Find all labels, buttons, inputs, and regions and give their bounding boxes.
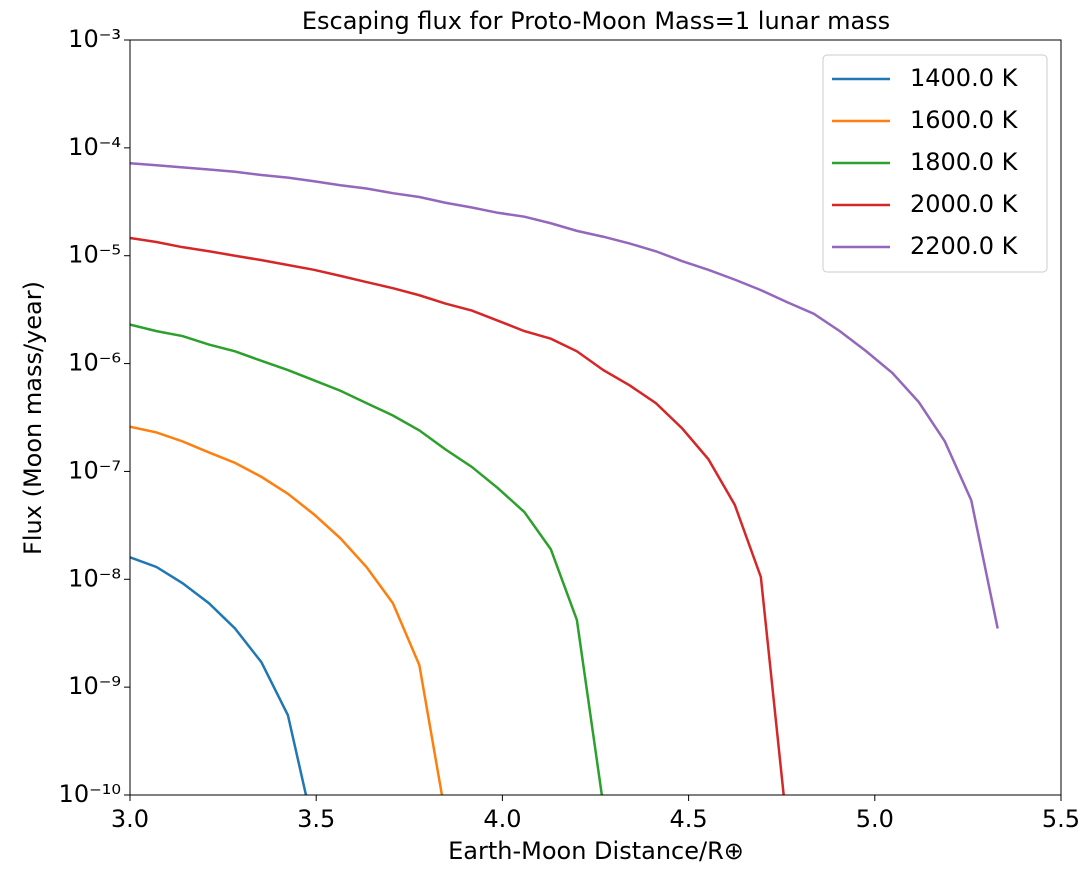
x-axis-label: Earth-Moon Distance/R⊕: [448, 837, 744, 865]
y-tick-label: 10⁻⁸: [68, 564, 121, 592]
legend-label: 2200.0 K: [910, 232, 1019, 260]
plot-frame: [129, 39, 1062, 796]
y-tick-label: 10⁻⁷: [68, 456, 121, 484]
series-line: [130, 236, 785, 795]
y-axis-label: Flux (Moon mass/year): [19, 281, 47, 555]
y-tick-label: 10⁻⁶: [68, 349, 121, 377]
legend-label: 1600.0 K: [910, 106, 1019, 134]
y-tick-label: 10⁻¹⁰: [59, 780, 121, 808]
x-tick-label: 4.0: [483, 805, 521, 833]
x-tick-label: 5.0: [856, 805, 894, 833]
legend-label: 1400.0 K: [910, 64, 1019, 92]
y-tick-label: 10⁻³: [68, 25, 121, 53]
series-line: [130, 425, 444, 795]
y-tick-label: 10⁻⁵: [68, 241, 121, 269]
x-tick-label: 3.0: [111, 805, 149, 833]
series-line: [130, 323, 604, 795]
series-line: [130, 556, 308, 795]
legend-label: 2000.0 K: [910, 190, 1019, 218]
x-tick-label: 4.5: [670, 805, 708, 833]
series-line: [130, 161, 999, 629]
chart-title: Escaping flux for Proto-Moon Mass=1 luna…: [302, 7, 890, 35]
y-tick-label: 10⁻⁴: [68, 133, 121, 161]
legend: 1400.0 K 1600.0 K 1800.0 K 2000.0 K 2200.0 K: [822, 54, 1048, 273]
y-tick-label: 10⁻⁹: [68, 672, 121, 700]
x-tick-label: 5.5: [1042, 805, 1080, 833]
x-tick-label: 3.5: [297, 805, 335, 833]
legend-box: [822, 54, 1048, 273]
legend-label: 1800.0 K: [910, 148, 1019, 176]
